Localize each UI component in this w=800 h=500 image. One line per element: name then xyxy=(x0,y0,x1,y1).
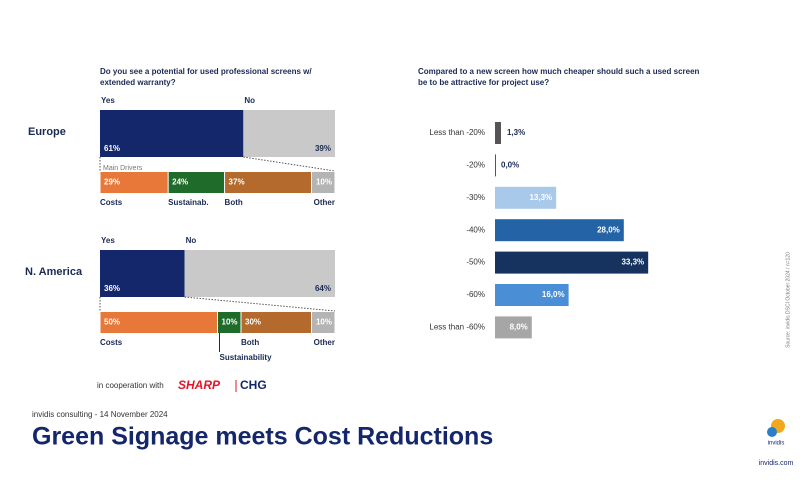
region-label: N. America xyxy=(25,266,83,278)
driver-label: Other xyxy=(314,198,335,207)
driver-bar xyxy=(100,172,168,193)
answer-bar xyxy=(100,250,185,297)
bar xyxy=(495,251,649,274)
driver-label: Costs xyxy=(100,198,123,207)
logo-icon xyxy=(767,427,777,437)
bar xyxy=(495,219,624,242)
bar xyxy=(495,316,532,339)
driver-bar xyxy=(218,312,241,333)
value-label: 13,3% xyxy=(529,193,552,202)
driver-bar xyxy=(312,172,335,193)
category-label: -50% xyxy=(466,258,485,267)
category-label: -40% xyxy=(466,225,485,234)
value-label: 24% xyxy=(172,178,188,187)
footer-url: invidis.com xyxy=(759,460,794,467)
driver-bar xyxy=(100,312,217,333)
driver-bar xyxy=(241,312,311,333)
value-label: 28,0% xyxy=(597,225,620,234)
value-label: 10% xyxy=(316,178,332,187)
value-label: 61% xyxy=(104,144,120,153)
value-label: 0,0% xyxy=(501,161,519,170)
driver-bar xyxy=(225,172,311,193)
value-label: 1,3% xyxy=(507,128,525,137)
value-label: 39% xyxy=(315,144,331,153)
bar xyxy=(495,154,496,177)
partner-logo: SHARP xyxy=(178,378,221,392)
value-label: 30% xyxy=(245,318,261,327)
connector xyxy=(184,296,336,312)
slide-title: Green Signage meets Cost Reductions xyxy=(32,423,493,451)
partner-text: in cooperation with xyxy=(97,381,164,390)
value-label: 10% xyxy=(316,318,332,327)
source-note: Source: invidis DSCI October 2024 / n=12… xyxy=(785,252,791,348)
chart-title: Compared to a new screen how much cheape… xyxy=(418,67,700,87)
answer-label: Yes xyxy=(101,236,115,245)
answer-label: No xyxy=(244,96,255,105)
driver-label: Both xyxy=(225,198,243,207)
value-label: 64% xyxy=(315,284,331,293)
category-label: -60% xyxy=(466,290,485,299)
region-label: Europe xyxy=(28,126,66,138)
driver-label: Sustainability xyxy=(220,353,273,362)
logo-text: invidis xyxy=(768,441,785,447)
driver-label: Other xyxy=(314,338,335,347)
bar xyxy=(495,284,569,306)
category-label: Less than -20% xyxy=(429,128,485,137)
value-label: 29% xyxy=(104,178,120,187)
chart-title: Do you see a potential for used professi… xyxy=(100,67,312,87)
category-label: -30% xyxy=(466,193,485,202)
drivers-title: Main Drivers xyxy=(103,165,143,172)
bar xyxy=(495,122,501,144)
answer-bar xyxy=(243,110,335,157)
driver-label: Sustainab. xyxy=(168,198,208,207)
driver-label: Costs xyxy=(100,338,123,347)
value-label: 10% xyxy=(222,318,238,327)
value-label: 37% xyxy=(229,178,245,187)
value-label: 50% xyxy=(104,318,120,327)
answer-bar xyxy=(100,110,244,157)
driver-bar xyxy=(312,312,335,333)
category-label: -20% xyxy=(466,161,485,170)
value-label: 36% xyxy=(104,284,120,293)
connector xyxy=(243,156,336,172)
footer-date: invidis consulting - 14 November 2024 xyxy=(32,410,168,419)
answer-label: No xyxy=(186,236,197,245)
value-label: 33,3% xyxy=(621,258,644,267)
answer-label: Yes xyxy=(101,96,115,105)
value-label: 8,0% xyxy=(510,323,528,332)
partner-logo: CHG xyxy=(240,378,267,392)
bar xyxy=(495,186,557,209)
category-label: Less than -60% xyxy=(429,323,485,332)
answer-bar xyxy=(184,250,335,297)
driver-label: Both xyxy=(241,338,259,347)
value-label: 16,0% xyxy=(542,290,565,299)
driver-bar xyxy=(168,172,225,193)
